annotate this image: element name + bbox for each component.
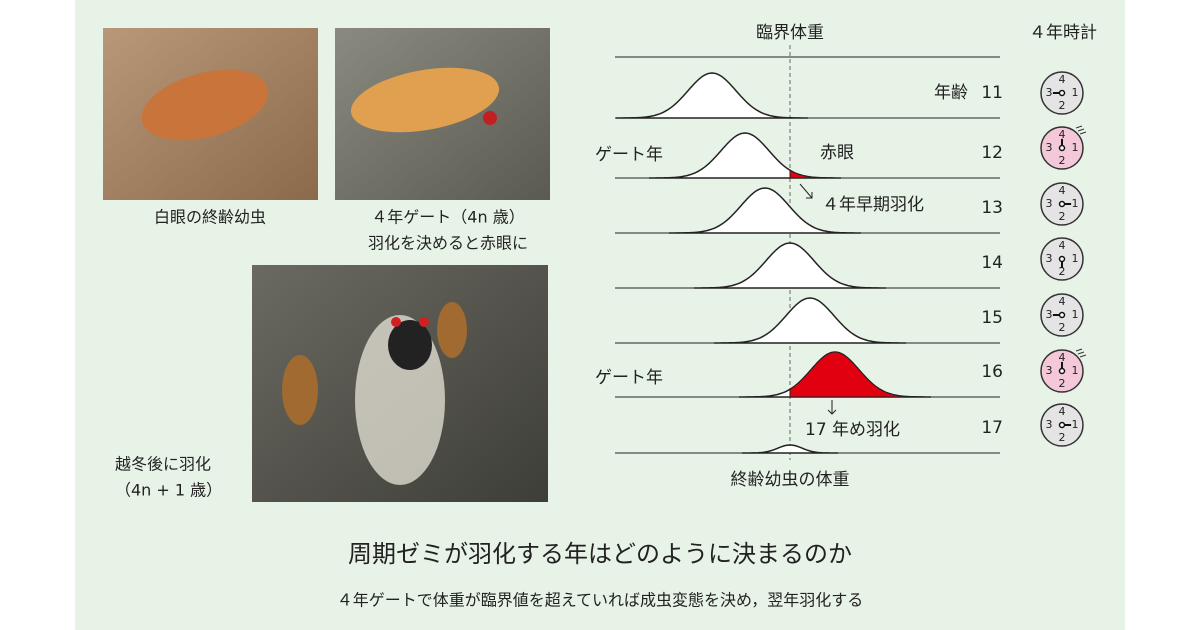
clock-number: 1 xyxy=(1072,197,1079,210)
clock-number: 4 xyxy=(1059,351,1066,364)
clock-number: 3 xyxy=(1046,308,1053,321)
red-eye-area xyxy=(789,169,841,179)
title: 周期ゼミが羽化する年はどのように決まるのか xyxy=(348,540,852,568)
subtitle: ４年ゲートで体重が臨界値を超えていれば成虫変態を決め，翌年羽化する xyxy=(337,591,863,610)
clock-number: 1 xyxy=(1072,86,1079,99)
ring-mark xyxy=(1075,348,1083,352)
clock-number: 3 xyxy=(1046,197,1053,210)
clock-number: 4 xyxy=(1059,295,1066,308)
distribution xyxy=(616,72,808,119)
clock-center xyxy=(1058,255,1066,263)
ring-mark xyxy=(1077,351,1085,355)
clock-number: 1 xyxy=(1072,418,1079,431)
distribution xyxy=(669,187,861,234)
clock-center xyxy=(1058,367,1066,375)
clock-number: 3 xyxy=(1046,418,1053,431)
age: 12 xyxy=(981,143,1003,163)
ring-mark xyxy=(1079,131,1087,135)
label-gate-year: ゲート年 xyxy=(595,368,663,388)
age-label: 年齢 xyxy=(934,83,968,103)
distribution xyxy=(742,444,838,454)
ring-mark xyxy=(1079,354,1087,358)
x-label: 終齢幼虫の体重 xyxy=(731,470,850,490)
clock-number: 4 xyxy=(1059,184,1066,197)
clock-number: 2 xyxy=(1059,154,1066,167)
clock-number: 2 xyxy=(1059,265,1066,278)
age: 14 xyxy=(981,253,1003,273)
clock-center xyxy=(1058,311,1066,319)
ring-mark xyxy=(1077,128,1085,132)
clock-number: 3 xyxy=(1046,86,1053,99)
age: 11 xyxy=(981,83,1003,103)
clock-number: 4 xyxy=(1059,239,1066,252)
clock-center xyxy=(1058,89,1066,97)
caption: 越冬後に羽化 xyxy=(115,455,211,474)
distribution xyxy=(714,297,906,344)
clock-center xyxy=(1058,421,1066,429)
clock-number: 4 xyxy=(1059,73,1066,86)
caption: 羽化を決めると赤眼に xyxy=(368,234,528,253)
caption: ４年ゲート（4n 歳） xyxy=(371,208,524,227)
photo-larva xyxy=(103,28,318,200)
clock-center xyxy=(1058,144,1066,152)
age: 13 xyxy=(981,198,1003,218)
arrow xyxy=(827,400,837,415)
caption: （4n + 1 歳） xyxy=(115,481,222,500)
clock-number: 4 xyxy=(1059,405,1066,418)
clock-center xyxy=(1058,200,1066,208)
red-eye-area xyxy=(789,351,931,398)
age: 15 xyxy=(981,308,1003,328)
critical-weight: 臨界体重 xyxy=(756,23,824,43)
clock-number: 3 xyxy=(1046,252,1053,265)
clock-number: 2 xyxy=(1059,431,1066,444)
clock-number: 2 xyxy=(1059,99,1066,112)
age: 17 xyxy=(981,418,1003,438)
label-early: ４年早期羽化 xyxy=(822,195,924,215)
clock-number: 2 xyxy=(1059,321,1066,334)
arrow xyxy=(799,183,813,199)
clock-title: ４年時計 xyxy=(1029,23,1097,43)
clock-number: 1 xyxy=(1072,141,1079,154)
photo-red-eye xyxy=(335,28,550,200)
label-gate-year: ゲート年 xyxy=(595,145,663,165)
clock-number: 3 xyxy=(1046,141,1053,154)
clock-number: 1 xyxy=(1072,364,1079,377)
clock-number: 4 xyxy=(1059,128,1066,141)
label-emerge17: 17 年め羽化 xyxy=(805,420,900,440)
clock-number: 1 xyxy=(1072,252,1079,265)
age: 16 xyxy=(981,362,1003,382)
photo-adult xyxy=(252,265,548,502)
clock-number: 1 xyxy=(1072,308,1079,321)
clock-number: 3 xyxy=(1046,364,1053,377)
distribution xyxy=(694,242,886,289)
caption: 白眼の終齢幼虫 xyxy=(154,208,266,227)
label-red-eye: 赤眼 xyxy=(820,143,854,163)
clock-number: 2 xyxy=(1059,210,1066,223)
clock-number: 2 xyxy=(1059,377,1066,390)
ring-mark xyxy=(1075,125,1083,129)
